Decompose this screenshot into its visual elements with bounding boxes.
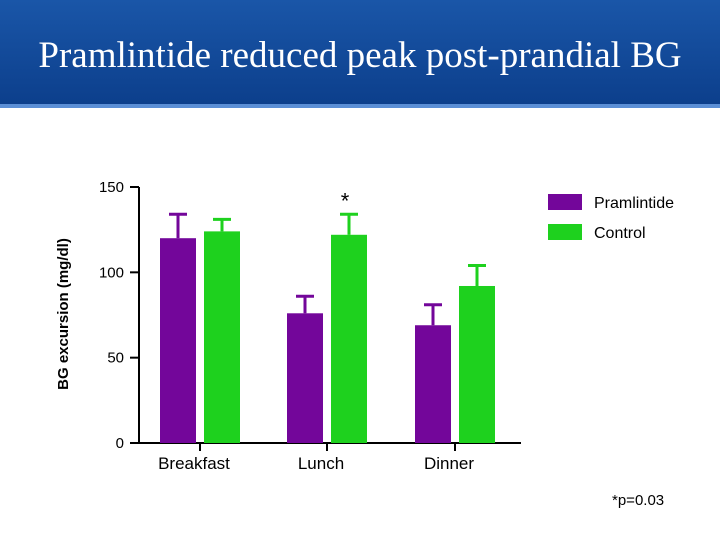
legend-swatch-pramlintide bbox=[548, 194, 582, 210]
y-axis-label: BG excursion (mg/dl) bbox=[55, 238, 72, 390]
bar-control-breakfast bbox=[204, 231, 240, 443]
y-tick-label: 0 bbox=[116, 435, 124, 452]
legend-label-pramlintide: Pramlintide bbox=[594, 195, 674, 212]
x-tick-label-breakfast: Breakfast bbox=[158, 454, 230, 473]
bar-pramlintide-breakfast bbox=[160, 238, 196, 443]
chart-axes bbox=[130, 186, 521, 451]
y-tick-label: 50 bbox=[107, 350, 124, 367]
title-banner-divider bbox=[0, 104, 720, 108]
chart-bars bbox=[160, 212, 495, 443]
title-banner bbox=[0, 0, 720, 104]
bar-pramlintide-lunch bbox=[287, 313, 323, 443]
y-tick-label: 150 bbox=[99, 179, 124, 196]
bar-control-lunch bbox=[331, 234, 367, 443]
bar-pramlintide-dinner bbox=[415, 325, 451, 443]
y-tick-label: 100 bbox=[99, 264, 124, 281]
x-tick-label-lunch: Lunch bbox=[298, 454, 344, 473]
chart-legend: Pramlintide Control bbox=[548, 194, 674, 242]
bar-control-dinner bbox=[459, 285, 495, 443]
x-tick-label-dinner: Dinner bbox=[424, 454, 474, 473]
significance-marker: * bbox=[341, 188, 350, 213]
legend-swatch-control bbox=[548, 224, 582, 240]
legend-label-control: Control bbox=[594, 225, 646, 242]
chart-labels: 0 50 100 150 BG excursion (mg/dl) Breakfast Lu… bbox=[55, 179, 474, 473]
slide-title: Pramlintide reduced peak post-prandial B… bbox=[38, 35, 682, 76]
significance-footnote: *p=0.03 bbox=[612, 492, 665, 509]
